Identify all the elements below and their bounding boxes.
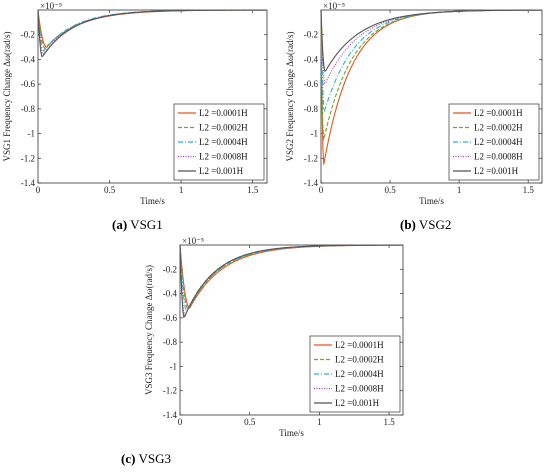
caption-letter: (a) — [112, 217, 128, 232]
x-tick-label: 1 — [317, 417, 322, 427]
y-tick-label: -0.4 — [163, 289, 178, 299]
legend-label: L2 =0.001H — [335, 398, 380, 408]
caption-vsg3: (c) VSG3 — [121, 451, 171, 467]
y-tick-label: -0.6 — [21, 79, 36, 89]
chart-vsg3: ×10⁻⁵ 0 0.5 1 1.5 -0.2 -0.4 -0.6 -0.8 -1 -1.2 -1.4 T… — [144, 236, 404, 438]
caption-vsg2: (b) VSG2 — [400, 217, 451, 233]
legend-label: L2 =0.0002H — [335, 355, 384, 365]
caption-text: VSG1 — [127, 217, 163, 232]
legend-label: L2 =0.0004H — [335, 369, 384, 379]
series-line — [320, 9, 542, 72]
series-line — [37, 9, 267, 57]
caption-text: VSG2 — [415, 217, 452, 232]
x-tick-label: 1.5 — [247, 185, 259, 195]
y-tick-label: -0.2 — [304, 30, 318, 40]
legend-label: L2 =0.0002H — [199, 123, 248, 133]
legend-label: L2 =0.0008H — [474, 152, 523, 162]
y-axis-label: VSG3 Frequency Change Δω(rad/s) — [144, 265, 154, 395]
y-tick-label: -0.2 — [21, 30, 35, 40]
legend-label: L2 =0.0001H — [335, 340, 384, 350]
y-tick-label: -0.8 — [304, 104, 319, 114]
y-tick-label: -1.2 — [163, 386, 177, 396]
y-tick-label: -1 — [311, 129, 319, 139]
x-axis-label: Time/s — [140, 196, 165, 206]
x-tick-label: 1.5 — [523, 185, 535, 195]
y-exponent-label: ×10⁻⁵ — [40, 1, 62, 11]
y-tick-label: -0.6 — [304, 79, 319, 89]
x-tick-label: 0 — [36, 185, 41, 195]
caption-letter: (b) — [400, 217, 416, 232]
legend-label: L2 =0.001H — [199, 166, 244, 176]
series-line — [179, 244, 403, 318]
legend-label: L2 =0.0008H — [199, 152, 248, 162]
x-axis-label: Time/s — [279, 428, 304, 438]
caption-text: VSG3 — [135, 451, 171, 466]
y-tick-label: -1.2 — [21, 153, 35, 163]
legend-label: L2 =0.0001H — [199, 108, 248, 118]
chart-panel-vsg2: ×10⁻⁵ 0 0.5 1 1.5 -0.2 -0.4 -0.6 -0.8 -1 -1.2 -1.4 T… — [275, 0, 550, 240]
caption-vsg1: (a) VSG1 — [112, 217, 163, 233]
y-tick-label: -0.4 — [304, 54, 319, 64]
y-tick-label: -0.6 — [163, 313, 178, 323]
x-axis-label: Time/s — [419, 196, 444, 206]
x-tick-label: 0 — [319, 185, 324, 195]
x-tick-label: 1 — [179, 185, 184, 195]
y-tick-label: -1.4 — [163, 410, 178, 420]
chart-panel-vsg3: ×10⁻⁵ 0 0.5 1 1.5 -0.2 -0.4 -0.6 -0.8 -1 -1.2 -1.4 T… — [121, 235, 412, 472]
y-axis-label: VSG1 Frequency Change Δω(rad/s) — [2, 32, 12, 162]
legend-label: L2 =0.001H — [474, 166, 519, 176]
y-tick-label: -1 — [28, 129, 36, 139]
y-tick-label: -1.2 — [304, 153, 318, 163]
legend-label: L2 =0.0002H — [474, 123, 523, 133]
x-tick-label: 0.5 — [384, 185, 396, 195]
x-tick-label: 0.5 — [104, 185, 116, 195]
y-tick-label: -0.2 — [163, 264, 177, 274]
x-tick-label: 1.5 — [383, 417, 395, 427]
chart-vsg1: ×10⁻⁵ 0 0.5 1 1.5 -0.2 -0.4 -0.6 -0.8 -1 -1.2 -1.4 T… — [2, 1, 268, 206]
x-tick-label: 0 — [178, 417, 183, 427]
y-tick-label: -0.4 — [21, 54, 36, 64]
legend-label: L2 =0.0004H — [474, 137, 523, 147]
legend-label: L2 =0.0008H — [335, 384, 384, 394]
y-tick-label: -1.4 — [304, 178, 319, 188]
chart-panel-vsg1: ×10⁻⁵ 0 0.5 1 1.5 -0.2 -0.4 -0.6 -0.8 -1 -1.2 -1.4 T… — [0, 0, 275, 240]
x-tick-label: 0.5 — [244, 417, 256, 427]
y-tick-label: -1.4 — [21, 178, 36, 188]
legend-label: L2 =0.0004H — [199, 137, 248, 147]
chart-vsg2: ×10⁻⁵ 0 0.5 1 1.5 -0.2 -0.4 -0.6 -0.8 -1 -1.2 -1.4 T… — [285, 1, 543, 206]
y-tick-label: -1 — [170, 361, 178, 371]
y-tick-label: -0.8 — [21, 104, 36, 114]
legend-label: L2 =0.0001H — [474, 108, 523, 118]
x-tick-label: 1 — [457, 185, 462, 195]
y-exponent-label: ×10⁻⁵ — [323, 1, 345, 11]
y-tick-label: -0.8 — [163, 337, 178, 347]
caption-letter: (c) — [121, 451, 136, 466]
y-exponent-label: ×10⁻⁵ — [182, 236, 204, 246]
y-axis-label: VSG2 Frequency Change Δω(rad/s) — [285, 32, 295, 162]
